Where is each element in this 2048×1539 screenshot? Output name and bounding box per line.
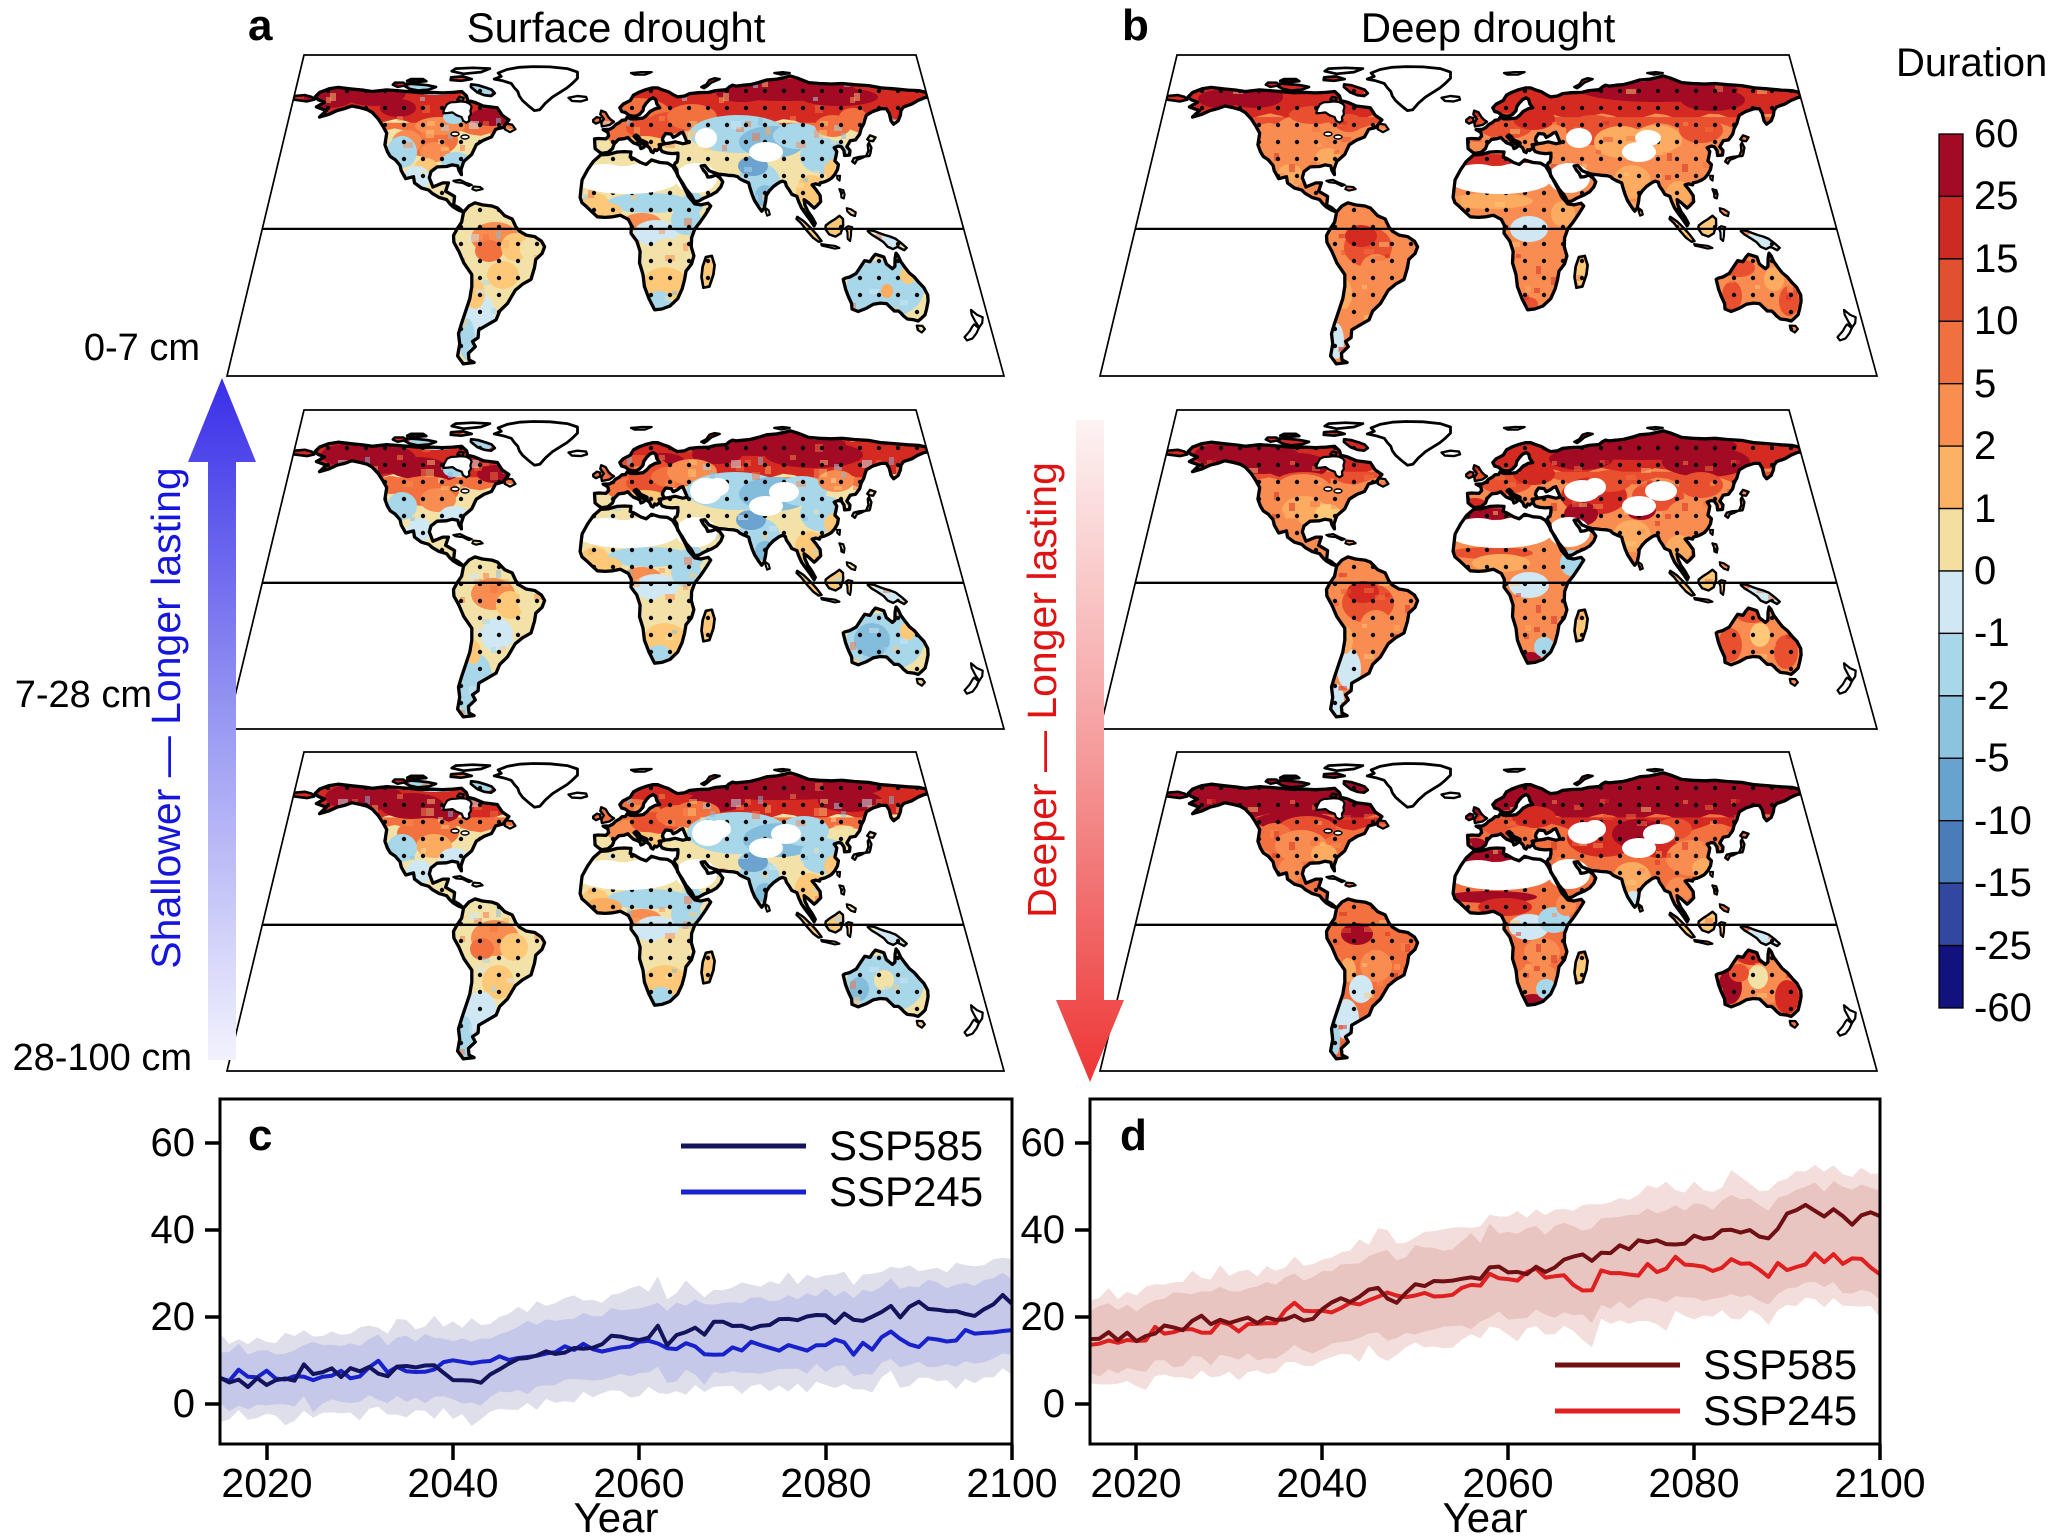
svg-text:SSP585: SSP585 [829,1122,983,1169]
svg-text:SSP245: SSP245 [1703,1387,1857,1434]
svg-text:7-28 cm: 7-28 cm [15,674,152,716]
svg-text:2100: 2100 [1834,1460,1925,1506]
svg-text:2060: 2060 [593,1460,684,1506]
svg-text:-60: -60 [1974,986,2032,1030]
svg-text:2020: 2020 [221,1460,312,1506]
svg-text:1: 1 [1974,487,1996,531]
svg-text:0: 0 [173,1382,195,1426]
svg-text:d: d [1120,1111,1147,1160]
svg-text:-10: -10 [1974,799,2032,843]
svg-text:15: 15 [1974,237,2019,281]
svg-text:2060: 2060 [1462,1460,1553,1506]
svg-text:20: 20 [1021,1295,1066,1339]
svg-text:2040: 2040 [1276,1460,1367,1506]
svg-text:-2: -2 [1974,674,2010,718]
svg-text:Year: Year [574,1494,659,1534]
svg-text:2040: 2040 [407,1460,498,1506]
svg-text:-5: -5 [1974,736,2010,780]
svg-text:SSP245: SSP245 [829,1168,983,1215]
svg-text:Shallower — Longer lasting: Shallower — Longer lasting [143,467,189,968]
svg-text:Duration: Duration [1896,41,2047,85]
svg-text:40: 40 [1021,1208,1066,1252]
svg-text:60: 60 [1974,112,2019,156]
svg-text:2080: 2080 [1648,1460,1739,1506]
svg-text:-1: -1 [1974,611,2010,655]
svg-text:10: 10 [1974,299,2019,343]
svg-text:-25: -25 [1974,924,2032,968]
svg-text:28-100 cm: 28-100 cm [12,1037,192,1079]
svg-text:c: c [248,1111,272,1160]
svg-text:40: 40 [151,1208,196,1252]
svg-text:SSP585: SSP585 [1703,1341,1857,1388]
svg-text:20: 20 [151,1295,196,1339]
svg-text:2020: 2020 [1090,1460,1181,1506]
svg-text:-15: -15 [1974,861,2032,905]
svg-text:a: a [248,1,273,50]
svg-text:2080: 2080 [780,1460,871,1506]
svg-text:25: 25 [1974,174,2019,218]
svg-text:0: 0 [1974,549,1996,593]
svg-text:2: 2 [1974,424,1996,468]
svg-text:2100: 2100 [966,1460,1057,1506]
svg-text:5: 5 [1974,362,1996,406]
svg-text:b: b [1122,1,1149,50]
svg-text:Deeper — Longer lasting: Deeper — Longer lasting [1019,462,1065,918]
svg-text:0-7 cm: 0-7 cm [84,327,200,369]
svg-text:0: 0 [1043,1382,1065,1426]
svg-text:Surface drought: Surface drought [467,4,766,51]
svg-text:Year: Year [1443,1494,1528,1534]
svg-text:60: 60 [1021,1121,1066,1165]
svg-text:60: 60 [151,1121,196,1165]
svg-text:Deep drought: Deep drought [1361,4,1616,51]
